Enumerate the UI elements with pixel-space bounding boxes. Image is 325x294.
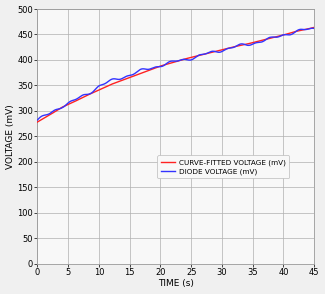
- DIODE VOLTAGE (mV): [46, 112, 50, 116]
- CURVE-FITTED VOLTAGE (mV): [87, 93, 91, 96]
- Line: DIODE VOLTAGE (mV): DIODE VOLTAGE (mV): [37, 28, 314, 120]
- DIODE VOLTAGE (mV): [311, 26, 315, 30]
- Y-axis label: VOLTAGE (mV): VOLTAGE (mV): [6, 104, 15, 169]
- CURVE-FITTED VOLTAGE (mV): [46, 114, 50, 117]
- CURVE-FITTED VOLTAGE (mV): [109, 83, 113, 86]
- CURVE-FITTED VOLTAGE (mV): [298, 29, 302, 32]
- DIODE VOLTAGE (mV): [298, 28, 302, 31]
- DIODE VOLTAGE (mV): [87, 92, 91, 96]
- DIODE VOLTAGE (mV): [109, 78, 113, 81]
- DIODE VOLTAGE (mV): [312, 27, 316, 30]
- DIODE VOLTAGE (mV): [52, 109, 56, 112]
- CURVE-FITTED VOLTAGE (mV): [312, 26, 316, 29]
- Legend: CURVE-FITTED VOLTAGE (mV), DIODE VOLTAGE (mV): CURVE-FITTED VOLTAGE (mV), DIODE VOLTAGE…: [157, 155, 289, 178]
- CURVE-FITTED VOLTAGE (mV): [35, 120, 39, 124]
- Line: CURVE-FITTED VOLTAGE (mV): CURVE-FITTED VOLTAGE (mV): [37, 27, 314, 122]
- DIODE VOLTAGE (mV): [35, 118, 39, 122]
- CURVE-FITTED VOLTAGE (mV): [52, 111, 56, 114]
- CURVE-FITTED VOLTAGE (mV): [289, 31, 292, 35]
- DIODE VOLTAGE (mV): [289, 33, 292, 36]
- X-axis label: TIME (s): TIME (s): [158, 279, 194, 288]
